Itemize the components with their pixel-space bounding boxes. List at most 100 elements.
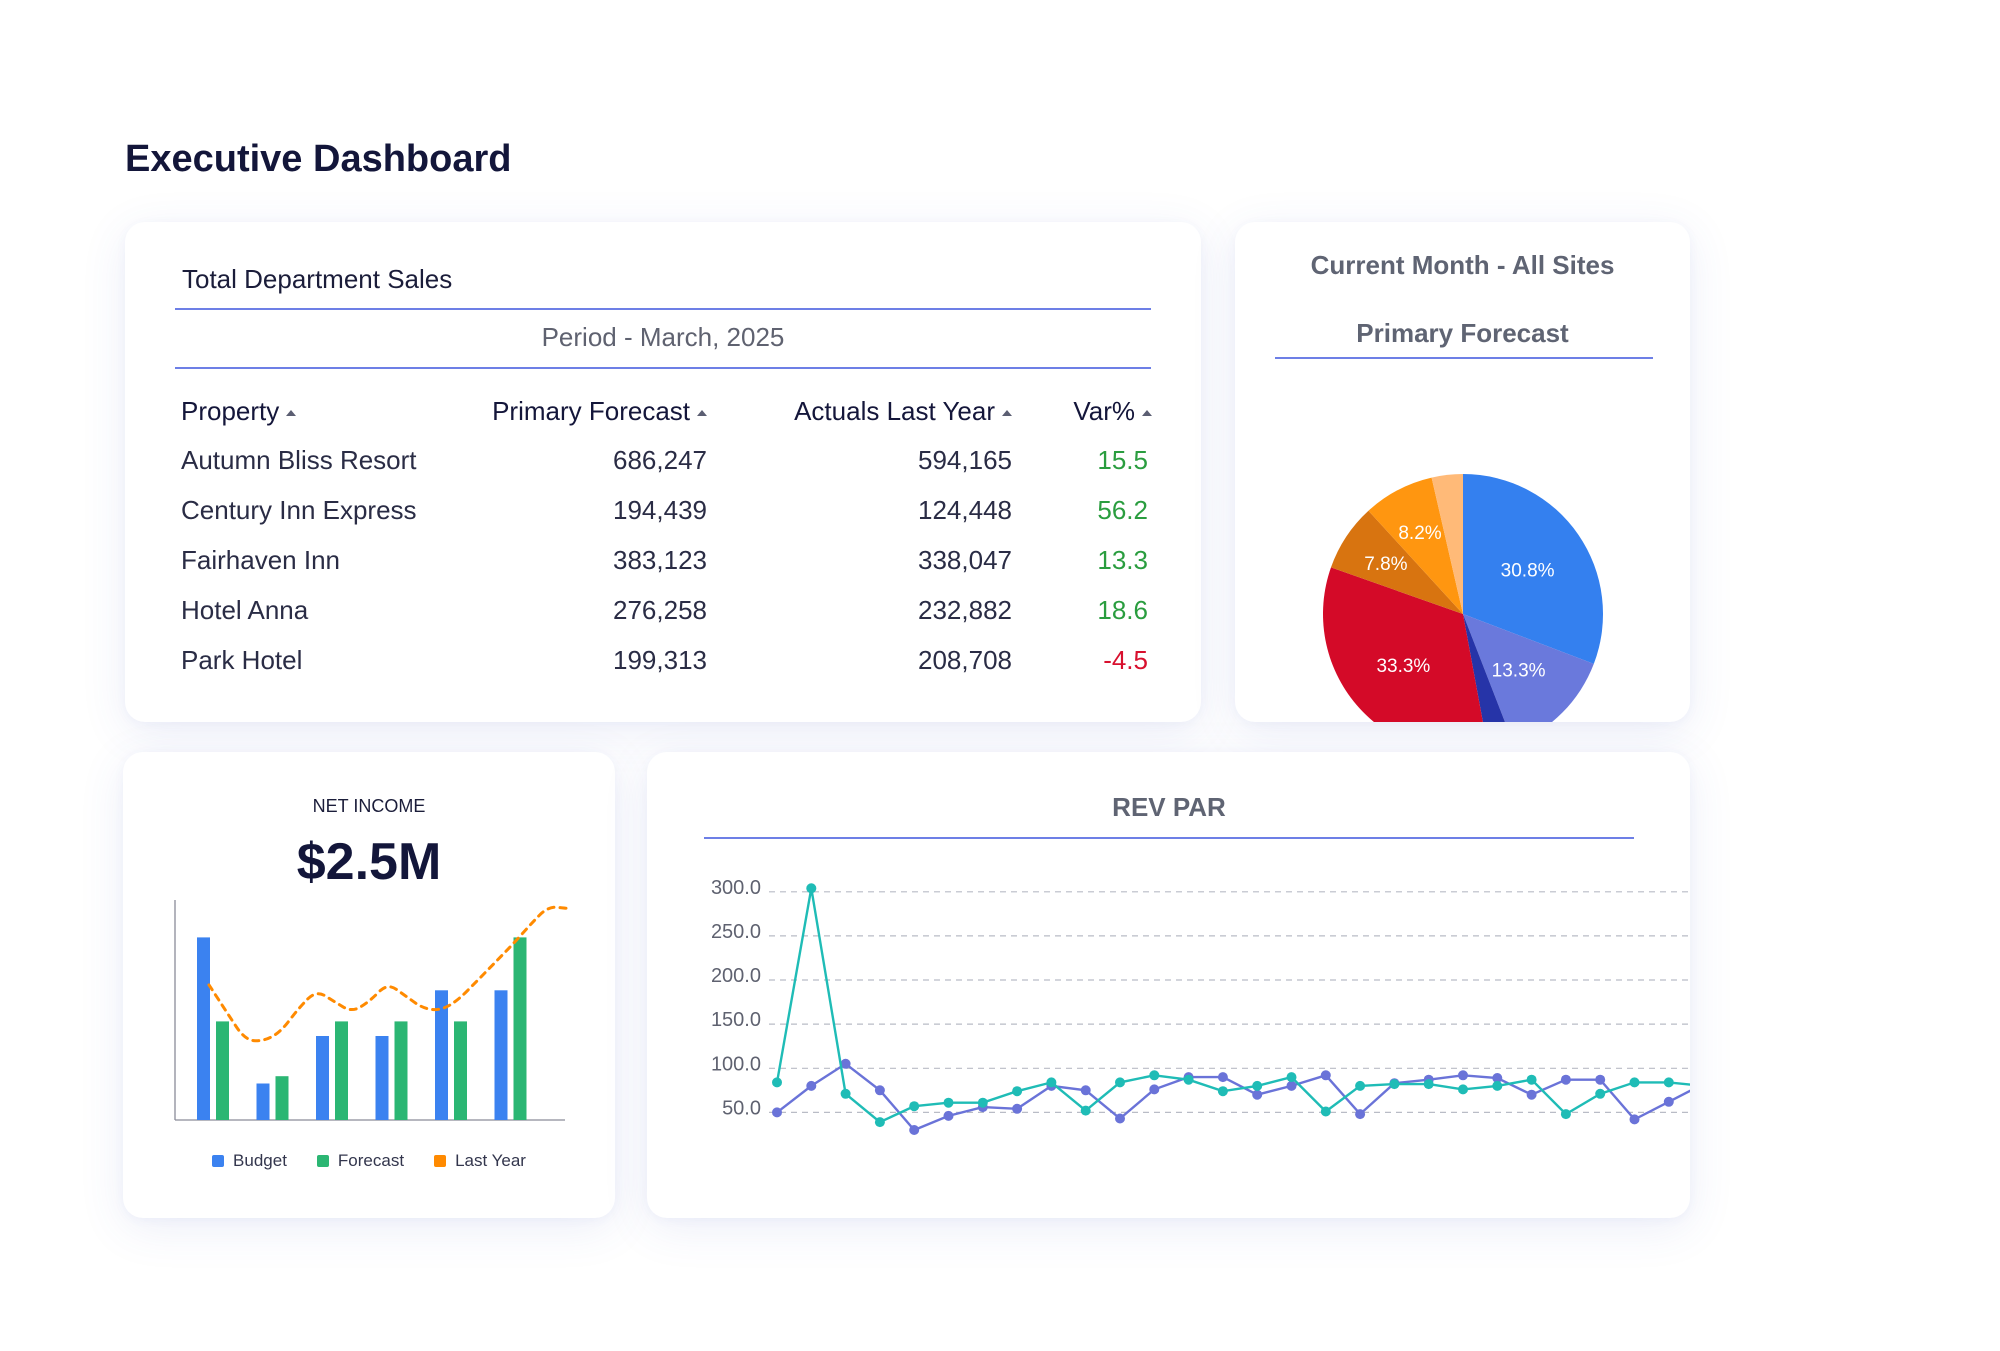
data-point[interactable] bbox=[1217, 1072, 1228, 1083]
data-point[interactable] bbox=[1080, 1085, 1091, 1096]
data-point[interactable] bbox=[1629, 1114, 1640, 1125]
legend-label: Last Year bbox=[455, 1151, 526, 1170]
data-point[interactable] bbox=[1560, 1074, 1571, 1085]
rev-par-series-line[interactable] bbox=[776, 1062, 1690, 1132]
page-title: Executive Dashboard bbox=[125, 138, 512, 180]
data-point[interactable] bbox=[1629, 1077, 1640, 1088]
bar-forecast[interactable] bbox=[216, 1021, 229, 1120]
cell-var-percent: -4.5 bbox=[1103, 644, 1148, 675]
data-point[interactable] bbox=[943, 1097, 954, 1108]
data-point[interactable] bbox=[1560, 1109, 1571, 1120]
bar-forecast[interactable] bbox=[275, 1076, 289, 1120]
pie-slice[interactable] bbox=[1463, 614, 1594, 722]
bar-budget[interactable] bbox=[316, 1036, 329, 1120]
sort-ascending-icon[interactable] bbox=[697, 409, 707, 416]
period-label: Period - March, 2025 bbox=[541, 322, 785, 352]
column-header-label: Actuals Last Year bbox=[794, 395, 995, 426]
rev-par-line-chart: 300.0 250.0 200.0 150.0 100.0 50.0 bbox=[711, 877, 1690, 1135]
cell-actuals-last-year: 208,708 bbox=[918, 644, 1012, 675]
bar-forecast[interactable] bbox=[394, 1021, 408, 1120]
data-point[interactable] bbox=[1080, 1105, 1091, 1116]
pie-slice[interactable] bbox=[1330, 510, 1463, 614]
bar-budget[interactable] bbox=[197, 937, 210, 1120]
data-point[interactable] bbox=[1458, 1070, 1468, 1081]
column-header-primary-forecast[interactable]: Primary Forecast bbox=[417, 387, 707, 435]
y-tick-label: 100.0 bbox=[711, 1053, 761, 1075]
cell-var-percent: 13.3 bbox=[1097, 544, 1148, 575]
pie-slice[interactable] bbox=[1463, 474, 1604, 664]
data-point[interactable] bbox=[874, 1085, 885, 1096]
data-point[interactable] bbox=[1526, 1074, 1537, 1085]
sort-ascending-icon[interactable] bbox=[286, 409, 297, 416]
cell-actuals-last-year: 232,882 bbox=[918, 594, 1012, 625]
bar-forecast[interactable] bbox=[454, 1021, 467, 1120]
data-point[interactable] bbox=[874, 1117, 885, 1128]
sort-ascending-icon[interactable] bbox=[1142, 409, 1152, 416]
net-income-bar-chart bbox=[174, 900, 568, 1121]
data-point[interactable] bbox=[840, 1058, 851, 1069]
bar-forecast[interactable] bbox=[513, 937, 527, 1120]
data-point[interactable] bbox=[1149, 1070, 1160, 1081]
line-last-year[interactable] bbox=[207, 905, 568, 1043]
data-point[interactable] bbox=[1458, 1084, 1468, 1095]
data-point[interactable] bbox=[909, 1125, 920, 1135]
data-point[interactable] bbox=[1012, 1086, 1023, 1097]
bar-budget[interactable] bbox=[494, 990, 508, 1120]
legend-swatch bbox=[434, 1155, 447, 1167]
data-point[interactable] bbox=[943, 1110, 954, 1121]
data-point[interactable] bbox=[1320, 1070, 1331, 1081]
data-point[interactable] bbox=[772, 1107, 782, 1118]
data-point[interactable] bbox=[1355, 1080, 1366, 1091]
data-point[interactable] bbox=[1320, 1106, 1331, 1117]
data-point[interactable] bbox=[1663, 1077, 1674, 1088]
data-point[interactable] bbox=[1423, 1079, 1434, 1090]
data-point[interactable] bbox=[1389, 1079, 1400, 1090]
data-point[interactable] bbox=[772, 1077, 782, 1088]
column-header-actuals-last-year[interactable]: Actuals Last Year bbox=[707, 387, 1012, 435]
bar-budget[interactable] bbox=[435, 990, 448, 1120]
pie-slice[interactable] bbox=[1323, 567, 1488, 722]
bar-budget[interactable] bbox=[256, 1083, 270, 1121]
data-point[interactable] bbox=[1286, 1072, 1297, 1083]
pie-card-title: Current Month - All Sites bbox=[1310, 250, 1615, 280]
legend-item[interactable]: Budget bbox=[212, 1151, 287, 1171]
data-point[interactable] bbox=[1355, 1109, 1366, 1120]
table-row: Fairhaven Inn 383,123 338,047 13.3 bbox=[177, 535, 1152, 585]
data-point[interactable] bbox=[1595, 1074, 1606, 1085]
table-row: Park Hotel 199,313 208,708 -4.5 bbox=[177, 635, 1152, 685]
data-point[interactable] bbox=[1595, 1088, 1606, 1099]
data-point[interactable] bbox=[806, 1080, 817, 1091]
legend-swatch bbox=[212, 1155, 225, 1167]
legend-item[interactable]: Forecast bbox=[316, 1151, 404, 1171]
data-point[interactable] bbox=[1663, 1096, 1674, 1107]
data-point[interactable] bbox=[806, 883, 817, 894]
column-header-property[interactable]: Property bbox=[177, 387, 417, 435]
data-point[interactable] bbox=[1183, 1074, 1194, 1085]
data-point[interactable] bbox=[1492, 1073, 1503, 1083]
data-point[interactable] bbox=[1252, 1080, 1263, 1091]
column-header-var-percent[interactable]: Var% bbox=[1012, 387, 1152, 435]
pie-slice[interactable] bbox=[1368, 477, 1463, 614]
data-point[interactable] bbox=[1149, 1084, 1160, 1095]
data-point[interactable] bbox=[1252, 1089, 1263, 1100]
data-point[interactable] bbox=[1115, 1113, 1125, 1124]
sort-ascending-icon[interactable] bbox=[1002, 409, 1012, 416]
bar-budget[interactable] bbox=[375, 1036, 389, 1120]
bar-forecast[interactable] bbox=[335, 1021, 348, 1120]
data-point[interactable] bbox=[1217, 1086, 1228, 1097]
legend-item[interactable]: Last Year bbox=[434, 1151, 526, 1171]
data-point[interactable] bbox=[977, 1097, 988, 1108]
data-point[interactable] bbox=[1115, 1077, 1125, 1088]
data-point[interactable] bbox=[1286, 1080, 1297, 1091]
data-point[interactable] bbox=[1046, 1077, 1057, 1088]
data-point[interactable] bbox=[1012, 1103, 1023, 1114]
data-point[interactable] bbox=[840, 1088, 851, 1099]
data-point[interactable] bbox=[1526, 1089, 1537, 1100]
pie-slice[interactable] bbox=[1431, 474, 1463, 614]
primary-forecast-pie-card: Current Month - All Sites Primary Foreca… bbox=[1235, 222, 1690, 722]
data-point[interactable] bbox=[909, 1101, 920, 1112]
rev-par-series-line[interactable] bbox=[775, 888, 1690, 1124]
cell-var-percent: 15.5 bbox=[1097, 444, 1148, 475]
data-point[interactable] bbox=[1492, 1080, 1503, 1091]
